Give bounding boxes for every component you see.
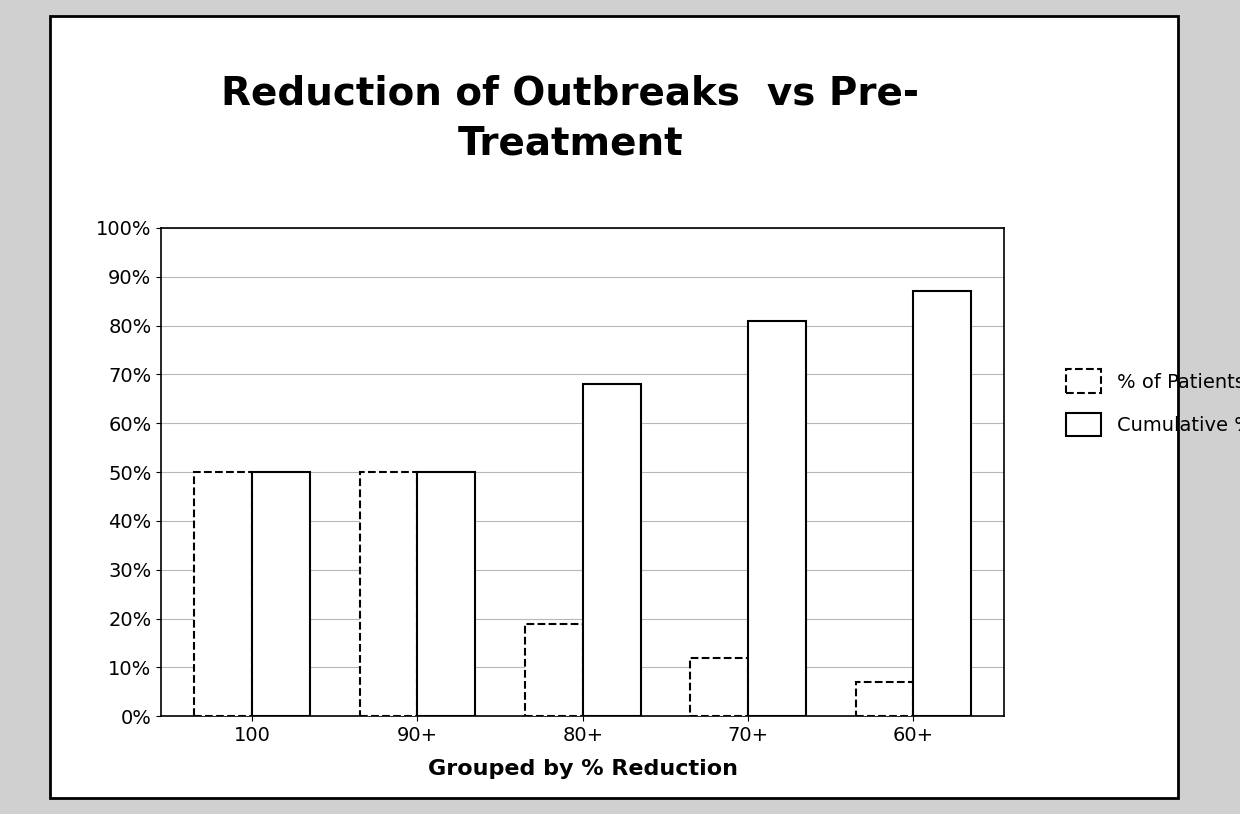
X-axis label: Grouped by % Reduction: Grouped by % Reduction: [428, 759, 738, 779]
Bar: [856, 682, 914, 716]
Bar: [691, 658, 748, 716]
Bar: [748, 321, 806, 716]
Text: Reduction of Outbreaks  vs Pre-
Treatment: Reduction of Outbreaks vs Pre- Treatment: [222, 75, 919, 163]
Bar: [525, 624, 583, 716]
Bar: [195, 472, 252, 716]
Bar: [360, 472, 418, 716]
Bar: [252, 472, 310, 716]
Legend: % of Patients, Cumulative %: % of Patients, Cumulative %: [1056, 360, 1240, 446]
Bar: [583, 384, 641, 716]
Bar: [914, 291, 971, 716]
Bar: [418, 472, 475, 716]
